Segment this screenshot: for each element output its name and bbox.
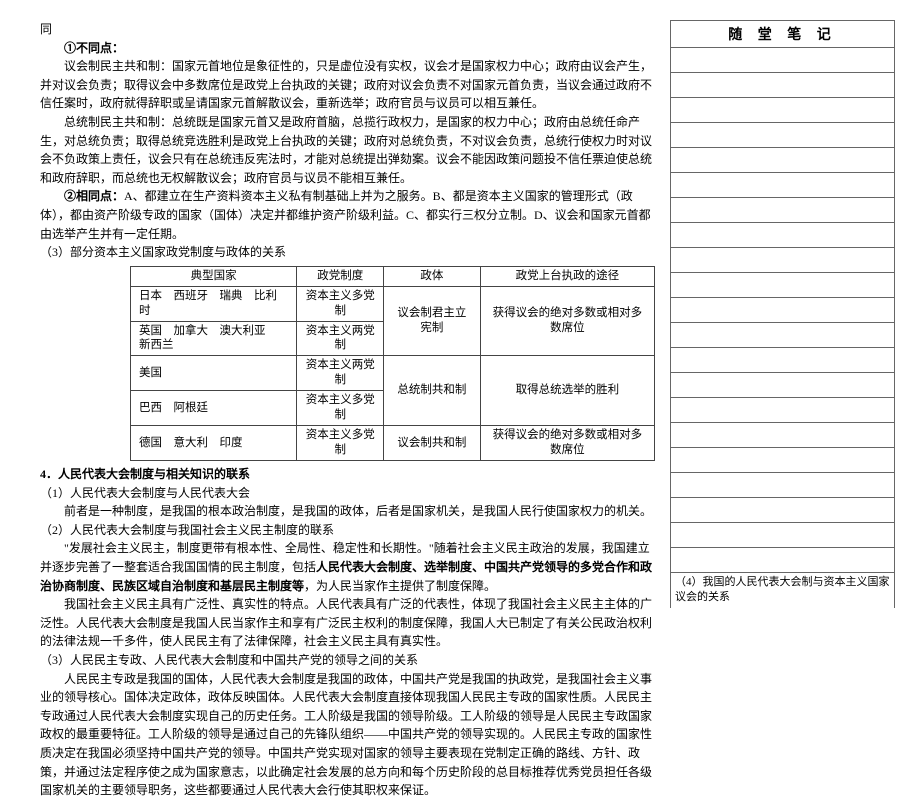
para-diff-1: 议会制民主共和制：国家元首地位是象征性的，只是虚位没有实权，议会才是国家权力中心… (40, 57, 655, 113)
note-line (671, 548, 894, 573)
note-line (671, 348, 894, 373)
same-heading: ②相同点：A、都建立在生产资料资本主义私有制基础上并为之服务。B、都是资本主义国… (40, 187, 655, 243)
th-route: 政党上台执政的途径 (480, 266, 654, 286)
table-row: 日本 西班牙 瑞典 比利时 资本主义多党制 议会制君主立宪制 获得议会的绝对多数… (131, 286, 655, 321)
note-line (671, 123, 894, 148)
note-line (671, 323, 894, 348)
note-line (671, 398, 894, 423)
para-diff-2: 总统制民主共和制：总统既是国家元首又是政府首脑，总揽行政权力，是国家的权力中心；… (40, 113, 655, 187)
note-line (671, 523, 894, 548)
s4-1-body: 前者是一种制度，是我国的根本政治制度，是我国的政体，后者是国家机关，是我国人民行… (40, 502, 655, 521)
note-line (671, 198, 894, 223)
note-line (671, 173, 894, 198)
notes-sidebar: 随 堂 笔 记 （4）我国的人民代表大会制与资本主义国家议会的关系 (670, 20, 895, 635)
note-line (671, 73, 894, 98)
th-polity: 政体 (384, 266, 481, 286)
th-party: 政党制度 (297, 266, 384, 286)
note-line (671, 98, 894, 123)
note-line (671, 248, 894, 273)
note-line (671, 498, 894, 523)
s4-1-head: （1）人民代表大会制度与人民代表大会 (40, 484, 655, 503)
s4-2-body-1: "发展社会主义民主，制度更带有根本性、全局性、稳定性和长期性。"随着社会主义民主… (40, 539, 655, 595)
th-country: 典型国家 (131, 266, 297, 286)
sidebar-title: 随 堂 笔 记 (670, 20, 895, 48)
s4-2-head: （2）人民代表大会制度与我国社会主义民主制度的联系 (40, 521, 655, 540)
table-row: 德国 意大利 印度 资本主义多党制 议会制共和制 获得议会的绝对多数或相对多数席… (131, 426, 655, 461)
note-line (671, 473, 894, 498)
s4-2-body-2: 我国社会主义民主具有广泛性、真实性的特点。人民代表具有广泛的代表性，体现了我国社… (40, 595, 655, 651)
section-4-head: 4．人民代表大会制度与相关知识的联系 (40, 465, 655, 484)
top-fragment: 同 (40, 20, 655, 39)
diff-heading: ①不同点： (40, 39, 655, 58)
party-system-table: 典型国家 政党制度 政体 政党上台执政的途径 日本 西班牙 瑞典 比利时 资本主… (130, 266, 655, 461)
para-3-intro: （3）部分资本主义国家政党制度与政体的关系 (40, 243, 655, 262)
note-line (671, 223, 894, 248)
main-content: 同 ①不同点： 议会制民主共和制：国家元首地位是象征性的，只是虚位没有实权，议会… (40, 20, 670, 635)
sidebar-footnote: （4）我国的人民代表大会制与资本主义国家议会的关系 (670, 573, 895, 608)
note-line (671, 373, 894, 398)
note-line (671, 298, 894, 323)
note-line (671, 423, 894, 448)
note-line (671, 273, 894, 298)
note-line (671, 48, 894, 73)
table-row: 美国 资本主义两党制 总统制共和制 取得总统选举的胜利 (131, 356, 655, 391)
sidebar-lines (670, 48, 895, 573)
note-line (671, 448, 894, 473)
s4-3-body: 人民民主专政是我国的国体，人民代表大会制度是我国的政体，中国共产党是我国的执政党… (40, 670, 655, 800)
s4-3-head: （3）人民民主专政、人民代表大会制度和中国共产党的领导之间的关系 (40, 651, 655, 670)
note-line (671, 148, 894, 173)
